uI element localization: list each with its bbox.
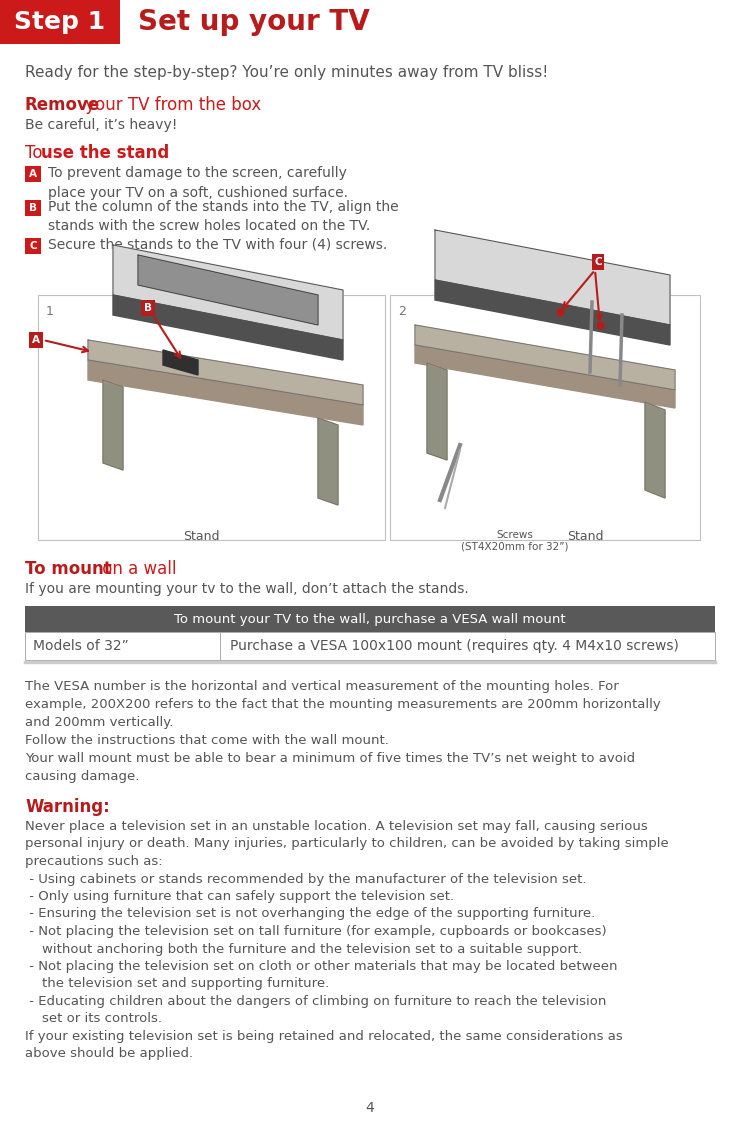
Text: 4: 4 (366, 1101, 374, 1115)
Text: If you are mounting your tv to the wall, don’t attach the stands.: If you are mounting your tv to the wall,… (25, 582, 468, 596)
Text: To mount your TV to the wall, purchase a VESA wall mount: To mount your TV to the wall, purchase a… (174, 612, 566, 626)
Text: B: B (29, 203, 37, 213)
Text: Purchase a VESA 100x100 mount (requires qty. 4 M4x10 screws): Purchase a VESA 100x100 mount (requires … (230, 639, 679, 654)
Text: B: B (144, 303, 152, 313)
FancyBboxPatch shape (25, 166, 41, 182)
Text: To: To (25, 143, 48, 163)
Text: C: C (29, 241, 37, 251)
Polygon shape (138, 254, 318, 325)
Polygon shape (435, 280, 670, 345)
Text: Set up your TV: Set up your TV (138, 8, 370, 36)
Text: Never place a television set in an unstable location. A television set may fall,: Never place a television set in an unsta… (25, 819, 669, 1060)
Polygon shape (103, 380, 123, 470)
Text: 1: 1 (46, 305, 54, 318)
Text: Ready for the step-by-step? You’re only minutes away from TV bliss!: Ready for the step-by-step? You’re only … (25, 65, 548, 80)
Text: Put the column of the stands into the TV, align the
stands with the screw holes : Put the column of the stands into the TV… (48, 200, 399, 233)
Text: Models of 32”: Models of 32” (33, 639, 129, 654)
Text: Stand: Stand (184, 530, 220, 543)
Text: Secure the stands to the TV with four (4) screws.: Secure the stands to the TV with four (4… (48, 238, 387, 252)
Polygon shape (88, 340, 363, 405)
Text: The VESA number is the horizontal and vertical measurement of the mounting holes: The VESA number is the horizontal and ve… (25, 680, 661, 782)
Polygon shape (415, 345, 675, 408)
Polygon shape (645, 402, 665, 498)
Text: A: A (32, 335, 40, 345)
Text: C: C (594, 257, 602, 267)
Polygon shape (88, 360, 363, 425)
Text: your TV from the box: your TV from the box (80, 96, 261, 114)
FancyBboxPatch shape (25, 238, 41, 254)
FancyBboxPatch shape (25, 606, 715, 632)
Text: A: A (29, 169, 37, 179)
FancyBboxPatch shape (38, 295, 385, 540)
Text: use the stand: use the stand (41, 143, 169, 163)
Text: 2: 2 (398, 305, 406, 318)
FancyBboxPatch shape (25, 200, 41, 216)
Polygon shape (415, 325, 675, 390)
Polygon shape (427, 363, 447, 460)
Text: Stand: Stand (567, 530, 603, 543)
Text: Be careful, it’s heavy!: Be careful, it’s heavy! (25, 118, 178, 132)
Text: To mount: To mount (25, 560, 112, 578)
Polygon shape (318, 418, 338, 504)
Text: Step 1: Step 1 (15, 10, 106, 34)
Polygon shape (163, 350, 198, 376)
Text: To prevent damage to the screen, carefully
place your TV on a soft, cushioned su: To prevent damage to the screen, careful… (48, 166, 348, 200)
Text: Remove: Remove (25, 96, 100, 114)
FancyBboxPatch shape (0, 0, 120, 44)
Text: on a wall: on a wall (97, 560, 177, 578)
FancyBboxPatch shape (25, 632, 715, 660)
Polygon shape (435, 230, 670, 325)
Polygon shape (113, 295, 343, 360)
Text: Screws
(ST4X20mm for 32”): Screws (ST4X20mm for 32”) (461, 530, 569, 552)
FancyBboxPatch shape (390, 295, 700, 540)
Polygon shape (113, 245, 343, 340)
Text: Warning:: Warning: (25, 798, 110, 816)
